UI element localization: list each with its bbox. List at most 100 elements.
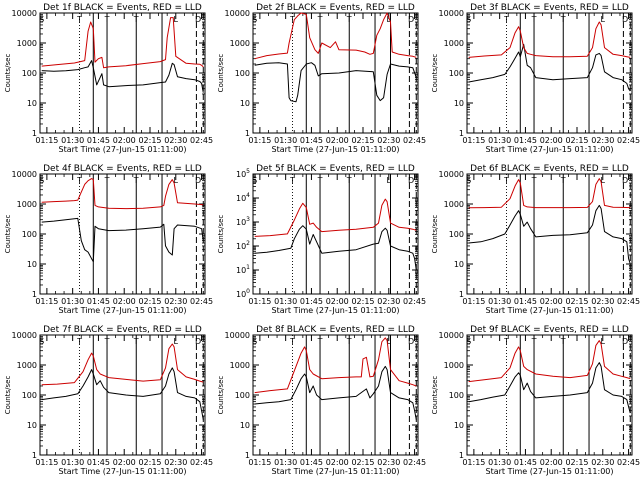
y-tick-label: 1000 [17, 361, 37, 370]
x-tick-label: 01:30 [488, 297, 511, 306]
x-tick-label: 01:45 [300, 458, 323, 467]
interval-marker-label: T [560, 337, 566, 346]
interval-marker-label: S [466, 337, 471, 346]
interval-marker-label: D [408, 337, 414, 346]
y-tick-exponent: 0 [246, 288, 250, 295]
x-axis-label: Start Time (27-Jun-15 01:11:00) [486, 145, 614, 154]
x-tick-label: 02:45 [617, 297, 640, 306]
x-axis-label: Start Time (27-Jun-15 01:11:00) [59, 467, 187, 476]
x-tick-label: 01:15 [462, 136, 485, 145]
x-tick-label: 02:45 [190, 297, 213, 306]
y-tick-label: 10 [240, 421, 250, 430]
y-tick-base: 10 [236, 290, 246, 299]
x-tick-label: 01:15 [462, 297, 485, 306]
interval-marker-label: D [622, 337, 628, 346]
panel-title: Det 8f BLACK = Events, RED = LLD [256, 325, 415, 335]
panel-det-1: Det 1f BLACK = Events, RED = LLD 1 10 100 10… [4, 3, 213, 154]
y-tick-label: 1 [32, 129, 37, 138]
interval-marker-label: T [133, 176, 139, 185]
x-tick-label: 01:15 [248, 136, 271, 145]
interval-marker-label: T [289, 176, 295, 185]
x-tick-label: 02:00 [540, 297, 563, 306]
y-tick-exponent: 3 [246, 216, 250, 223]
interval-marker-label: T [503, 337, 509, 346]
panel-title: Det 9f BLACK = Events, RED = LLD [470, 325, 629, 335]
interval-marker-label: L [174, 337, 179, 346]
x-axis-label: Start Time (27-Jun-15 01:11:00) [272, 306, 400, 315]
plot-frame [252, 334, 419, 456]
y-tick-label: 1000 [230, 39, 250, 48]
interval-marker-label: L [601, 337, 606, 346]
panel-det-5: Det 5f BLACK = Events, RED = LLD10010110… [217, 164, 426, 315]
y-tick-label: 10 [27, 260, 37, 269]
x-tick-label: 02:00 [113, 136, 136, 145]
panel-det-7: Det 7f BLACK = Events, RED = LLD 1 10 100 10… [4, 325, 213, 476]
y-tick-label: 100 [236, 288, 250, 299]
panel-title: Det 4f BLACK = Events, RED = LLD [43, 164, 202, 174]
plot-frame [252, 173, 419, 295]
interval-marker-label: D [408, 176, 414, 185]
y-tick-label: 1000 [17, 39, 37, 48]
lld-series-line [468, 178, 631, 209]
interval-marker-label: L [174, 176, 179, 185]
x-tick-label: 01:30 [274, 458, 297, 467]
x-tick-label: 01:45 [300, 297, 323, 306]
y-axis-label: Counts/sec [4, 215, 12, 254]
interval-marker-label: L [601, 176, 606, 185]
interval-marker-label: T [289, 15, 295, 24]
x-tick-label: 02:15 [565, 136, 588, 145]
x-tick-label: 01:45 [87, 458, 110, 467]
interval-marker-label: T [76, 176, 82, 185]
y-tick-label: 10000 [12, 9, 37, 18]
y-tick-label: 10000 [439, 9, 464, 18]
y-tick-label: 100 [235, 391, 250, 400]
events-series-line [254, 365, 417, 420]
y-tick-label: 1000 [444, 39, 464, 48]
x-tick-label: 01:15 [35, 136, 58, 145]
y-tick-exponent: 4 [246, 192, 250, 199]
y-tick-label: 10000 [439, 331, 464, 340]
y-tick-base: 10 [236, 218, 246, 227]
interval-marker-label: L [387, 337, 392, 346]
interval-marker-label: S [252, 337, 257, 346]
interval-marker-label: T [560, 176, 566, 185]
interval-marker-label: T [104, 176, 110, 185]
x-tick-label: 02:30 [164, 458, 187, 467]
x-tick-label: 02:15 [138, 297, 161, 306]
y-tick-label: 100 [449, 69, 464, 78]
interval-marker-label: L [174, 15, 179, 24]
interval-marker-label: T [76, 337, 82, 346]
panel-det-9: Det 9f BLACK = Events, RED = LLD 1 10 100 10… [431, 325, 640, 476]
plot-frame [39, 12, 206, 134]
interval-marker-label: T [346, 176, 352, 185]
interval-marker-label: T [531, 15, 537, 24]
interval-marker-label: S [252, 176, 257, 185]
y-tick-label: 100 [22, 230, 37, 239]
x-tick-label: 01:30 [61, 458, 84, 467]
interval-marker-label: T [503, 176, 509, 185]
y-tick-label: 100 [449, 230, 464, 239]
interval-marker-label: D [195, 176, 201, 185]
interval-marker-label: T [104, 15, 110, 24]
x-tick-label: 01:45 [87, 297, 110, 306]
panel-det-6: Det 6f BLACK = Events, RED = LLD 1 10 100 10… [431, 164, 640, 315]
events-series-line [468, 362, 631, 414]
x-tick-label: 02:00 [540, 136, 563, 145]
panel-det-4: Det 4f BLACK = Events, RED = LLD 1 10 100 10… [4, 164, 213, 315]
panel-det-2: Det 2f BLACK = Events, RED = LLD 1 10 100 10… [217, 3, 426, 154]
interval-marker-label: T [317, 15, 323, 24]
interval-marker-label: D [195, 337, 201, 346]
x-tick-label: 01:45 [514, 458, 537, 467]
interval-marker-label: T [560, 15, 566, 24]
y-tick-label: 1000 [444, 361, 464, 370]
interval-marker-label: D [408, 15, 414, 24]
x-tick-label: 01:30 [488, 458, 511, 467]
panel-title: Det 3f BLACK = Events, RED = LLD [470, 3, 629, 13]
lld-series-line [254, 12, 417, 60]
interval-marker-label: D [195, 15, 201, 24]
interval-marker-label: T [317, 176, 323, 185]
x-tick-label: 02:00 [326, 297, 349, 306]
x-tick-label: 01:45 [300, 136, 323, 145]
interval-marker-label: L [601, 15, 606, 24]
y-tick-exponent: 2 [246, 240, 250, 247]
